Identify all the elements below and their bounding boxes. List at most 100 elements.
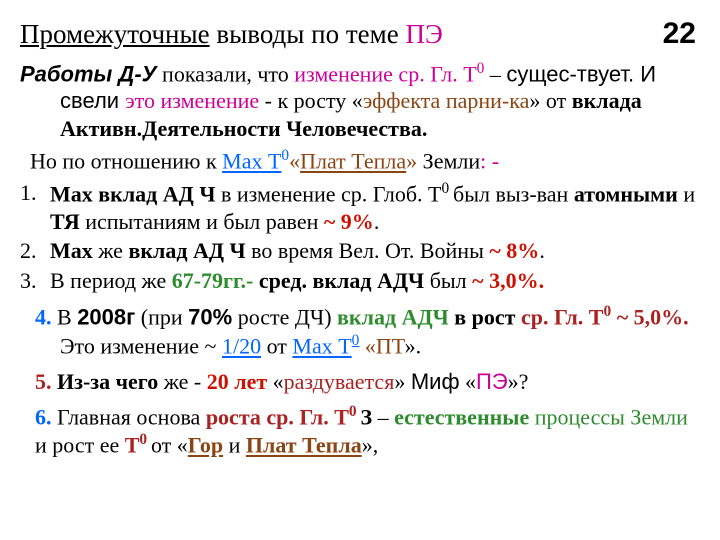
title-part-2: выводы по теме (210, 19, 406, 49)
l4i: ~ 5,0%. (611, 305, 688, 330)
l4h: ср. Гл. Т (521, 305, 604, 330)
l2c: вклад АД Ч (128, 238, 245, 263)
l1c: был выз-ван (453, 181, 574, 206)
l2b: же (93, 238, 129, 263)
p2-c: « (289, 149, 300, 174)
l6m: », (362, 433, 379, 458)
l4a: В (52, 305, 78, 330)
p1-g: - к росту « (259, 88, 363, 113)
l5i: ПЭ (476, 369, 508, 394)
title-part-3: ПЭ (405, 19, 442, 49)
l6c: З (360, 404, 372, 429)
l4e: росте ДЧ) (232, 305, 337, 330)
l6l: Плат Тепла (246, 433, 362, 458)
p1-i: » от (529, 88, 571, 113)
l6j: Гор (188, 433, 223, 458)
l6k: и (223, 433, 246, 458)
list-item-6: 6. Главная основа роста ср. Гл. Т0 З – е… (20, 402, 700, 460)
title-part-1: Промежуточные (20, 19, 210, 49)
p1-h: эффекта парни-ка (363, 88, 530, 113)
l3e: ~ 3,0%. (472, 268, 544, 293)
l2a: Max (50, 238, 93, 263)
l2d: во время Вел. От. Войны (246, 238, 490, 263)
l1d: атомными (574, 181, 678, 206)
l4o: ПТ (376, 334, 405, 359)
l5e: раздувается (284, 369, 395, 394)
l3c: сред. вклад АДЧ (253, 268, 429, 293)
l6a: Главная основа (52, 404, 206, 429)
p1-a: Работы Д-У (20, 61, 157, 86)
intro-paragraph: Работы Д-У показали, что изменение ср. Г… (20, 59, 700, 143)
l4p: ». (405, 334, 422, 359)
l4f: вклад АДЧ (337, 305, 449, 330)
title-row: Промежуточные выводы по теме ПЭ 22 (20, 15, 700, 53)
li2-num: 2. (20, 237, 50, 265)
l1g: испытаниям и был равен (80, 209, 324, 234)
l4g: в рост (449, 305, 521, 330)
l5g: Миф (411, 369, 460, 394)
l4n2: « (359, 334, 376, 359)
p1-c: изменение ср. Гл. Т (294, 61, 476, 86)
l6hs: 0 (139, 431, 151, 448)
l6n: 6. (35, 404, 52, 429)
l3b: 67-79гг.- (172, 268, 254, 293)
p2-f: Земли (417, 149, 480, 174)
list-item-2: 2. Max же вклад АД Ч во время Вел. От. В… (20, 237, 700, 265)
l5a: Из-за чего (52, 369, 159, 394)
l5f: » (394, 369, 411, 394)
l6d: – (372, 404, 394, 429)
p1-f: это изменение (125, 88, 259, 113)
p2-bsup: 0 (281, 147, 289, 164)
list-item-3: 3. В период же 67-79гг.- сред. вклад АДЧ… (20, 267, 700, 295)
li2-body: Max же вклад АД Ч во время Вел. От. Войн… (50, 237, 700, 265)
l6i: от « (151, 433, 188, 458)
list-item-1: 1. Max вклад АД Ч в изменение ср. Глоб. … (20, 179, 700, 235)
p2-d: Плат Тепла (300, 149, 406, 174)
l5c: 20 лет (207, 369, 267, 394)
li1-body: Max вклад АД Ч в изменение ср. Глоб. Т0 … (50, 179, 700, 235)
l6f: процессы Земли (529, 404, 688, 429)
l1bs: 0 (441, 180, 453, 197)
l6g: и рост ее (35, 433, 125, 458)
l6e: естественные (394, 404, 529, 429)
page-title: Промежуточные выводы по теме ПЭ (20, 18, 443, 52)
list-item-4: 4. В 2008г (при 70% росте ДЧ) вклад АДЧ … (20, 302, 700, 360)
li1-num: 1. (20, 179, 50, 235)
p1-b: показали, что (157, 61, 295, 86)
l5h: « (460, 369, 477, 394)
l1b: в изменение ср. Глоб. Т (215, 181, 441, 206)
l3d: был (430, 268, 472, 293)
l5j: »? (508, 369, 529, 394)
l3a: В период же (50, 268, 172, 293)
l6h: Т (125, 433, 140, 458)
l1a: Max вклад АД Ч (50, 181, 215, 206)
li3-num: 3. (20, 267, 50, 295)
list-item-5: 5. Из-за чего же - 20 лет «раздувается» … (20, 368, 700, 396)
p1-d: – (484, 61, 506, 86)
l6b: роста ср. Гл. Т (206, 404, 349, 429)
l4l: от (261, 334, 292, 359)
page-number: 22 (663, 15, 696, 53)
l4k: 1/20 (222, 334, 261, 359)
l1f: ТЯ (50, 209, 80, 234)
p2-e: » (406, 149, 417, 174)
l4m: Max Т (292, 334, 351, 359)
l5b: же - (158, 369, 207, 394)
li3-body: В период же 67-79гг.- сред. вклад АДЧ бы… (50, 267, 700, 295)
l4n: 4. (35, 305, 52, 330)
l1e: и (678, 181, 695, 206)
l5d: « (267, 369, 284, 394)
p2-b: Max Т (222, 149, 281, 174)
l2f: . (539, 238, 545, 263)
l5n: 5. (35, 369, 52, 394)
l6bs: 0 (349, 403, 361, 420)
l4c: (при (135, 305, 188, 330)
context-paragraph: Но по отношению к Max Т0«Плат Тепла» Зем… (20, 146, 700, 175)
p2-a: Но по отношению к (30, 149, 222, 174)
l1i: . (374, 209, 380, 234)
l1h: ~ 9% (324, 209, 374, 234)
l4b: 2008г (77, 305, 135, 330)
p2-g: : - (480, 149, 499, 174)
l4j: Это изменение ~ (60, 334, 222, 359)
l2e: ~ 8% (489, 238, 539, 263)
